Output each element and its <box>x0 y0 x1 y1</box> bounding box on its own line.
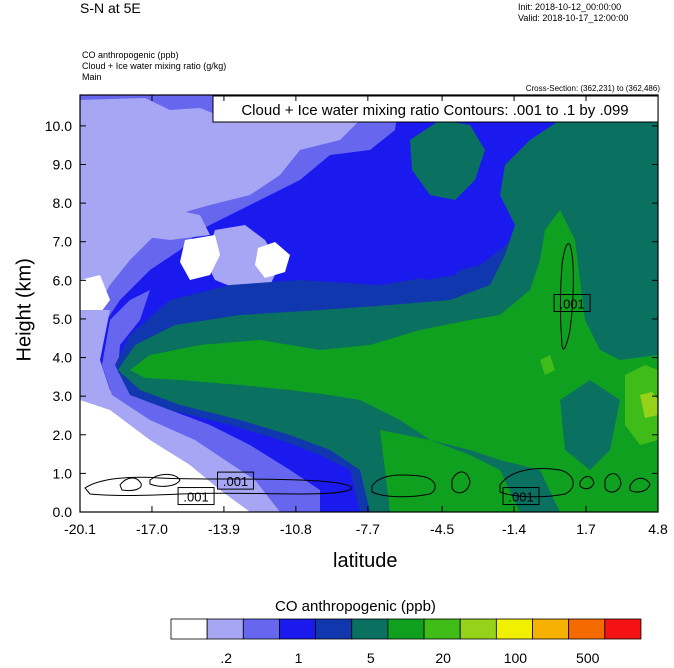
plot-frame <box>79 94 659 513</box>
field-band-teal-upper <box>410 120 485 200</box>
colorbar-swatch <box>315 618 353 640</box>
field-band-lower-left-medium <box>102 290 320 512</box>
x-tick-label: -10.8 <box>280 521 312 537</box>
y-tick-label: 9.0 <box>53 157 73 173</box>
field-band-blue-hole <box>395 205 475 280</box>
y-tick-label: 4.0 <box>53 350 73 366</box>
field-band-green <box>130 210 658 512</box>
y-tick-label: 2.0 <box>53 427 73 443</box>
x-tick-label: 1.7 <box>576 521 596 537</box>
contour-label-box <box>177 487 215 506</box>
contour-label-box <box>217 471 255 490</box>
plot-title-box <box>212 95 659 123</box>
contour-label-box <box>502 487 540 506</box>
cloud-contour-low-mid-2 <box>451 471 471 494</box>
x-tick-label: -4.5 <box>430 521 454 537</box>
field-band-teal-inner <box>560 380 620 470</box>
field-band-white-2 <box>255 242 290 278</box>
colorbar-swatch <box>279 618 317 640</box>
colorbar-swatch <box>495 618 533 640</box>
field-description: CO anthropogenic (ppb) Cloud + Ice water… <box>82 50 226 83</box>
y-axis-ticks: 0.0 1.0 2.0 3.0 4.0 5.0 6.0 7.0 8.0 9.0 10.0 <box>45 118 658 520</box>
field-band-bright-green <box>625 365 658 445</box>
cloud-contour-low-left-2 <box>119 477 142 491</box>
colorbar-swatch <box>568 618 606 640</box>
x-tick-label: 4.8 <box>648 521 668 537</box>
y-tick-label: 8.0 <box>53 195 73 211</box>
colorbar-tick-label: 1 <box>295 650 303 666</box>
contour-labels: .001 .001 .001 .001 <box>177 294 591 506</box>
colorbar-swatch <box>351 618 389 640</box>
cloud-contour-low-mid <box>371 474 436 498</box>
colorbar-title: CO anthropogenic (ppb) <box>275 598 436 615</box>
init-time: Init: 2018-10-12_00:00:00 <box>518 2 622 12</box>
cross-section-label: Cross-Section: (362,231) to (362,486) <box>525 84 660 93</box>
y-tick-label: 3.0 <box>53 388 73 404</box>
colorbar-tick-label: .2 <box>220 650 232 666</box>
field-band-white-1 <box>180 235 220 280</box>
cloud-contour-low-right-3 <box>604 473 622 493</box>
y-tick-label: 5.0 <box>53 311 73 327</box>
field-band-green-lower <box>380 430 520 512</box>
contour-label: .001 <box>177 487 215 506</box>
colorbar-swatch <box>459 618 497 640</box>
field-band-white-low <box>80 400 250 512</box>
plot-contour-title: Cloud + Ice water mixing ratio Contours:… <box>241 102 628 119</box>
colorbar-swatch <box>206 618 244 640</box>
contour-label-text: .001 <box>559 297 584 312</box>
colorbar: .2 1 5 20 100 500 <box>170 618 642 666</box>
field-line-2: Cloud + Ice water mixing ratio (g/kg) <box>82 61 227 71</box>
colorbar-tick-label: 100 <box>504 650 528 666</box>
x-axis-label: latitude <box>333 550 398 572</box>
x-tick-label: -13.9 <box>208 521 240 537</box>
heatmap-field <box>80 95 658 512</box>
field-band-light-violet-3 <box>90 205 210 240</box>
x-tick-label: -7.7 <box>356 521 380 537</box>
contour-label-text: .001 <box>508 490 533 505</box>
colorbar-swatch <box>387 618 425 640</box>
x-tick-label: -1.4 <box>502 521 526 537</box>
contour-label: .001 <box>502 487 540 506</box>
timestamp-block: Init: 2018-10-12_00:00:00 Valid: 2018-10… <box>518 2 628 24</box>
contour-label-box <box>553 294 591 312</box>
x-axis-ticks: -20.1 -17.0 -13.9 -10.8 -7.7 -4.5 -1.4 1.7 4.8 <box>64 95 668 537</box>
colorbar-swatch <box>170 618 208 640</box>
colorbar-swatch <box>532 618 570 640</box>
valid-time: Valid: 2018-10-17_12:00:00 <box>518 13 629 23</box>
contour-label-text: .001 <box>223 474 248 489</box>
colorbar-swatch <box>242 618 280 640</box>
field-line-1: CO anthropogenic (ppb) <box>82 50 179 60</box>
field-band-light-violet-2 <box>205 225 280 290</box>
y-tick-label: 6.0 <box>53 272 73 288</box>
cloud-contour-low-left-3 <box>149 473 181 487</box>
colorbar-tick-label: 20 <box>435 650 451 666</box>
cloud-contour-low-right-2 <box>579 476 595 490</box>
contour-label: .001 <box>553 294 591 312</box>
colorbar-tick-label: 500 <box>576 650 600 666</box>
y-tick-label: 10.0 <box>45 118 72 134</box>
y-tick-label: 7.0 <box>53 234 73 250</box>
y-tick-label: 1.0 <box>53 465 73 481</box>
field-line-3: Main <box>82 72 102 82</box>
plot-title: S-N at 5E <box>80 0 141 16</box>
colorbar-tick-label: 5 <box>367 650 375 666</box>
cloud-contour-upper <box>560 243 574 350</box>
contour-label: .001 <box>217 471 255 490</box>
colorbar-swatch <box>604 618 642 640</box>
colorbar-swatch <box>423 618 461 640</box>
cloud-contour-low-right <box>499 468 574 498</box>
cloud-contour-low-right-4 <box>629 477 651 493</box>
y-tick-label: 0.0 <box>53 504 73 520</box>
field-band-light-violet <box>80 98 360 340</box>
field-band-yellow-green <box>640 392 658 418</box>
x-tick-label: -17.0 <box>136 521 168 537</box>
x-tick-label: -20.1 <box>64 521 96 537</box>
field-band-bright-green-2 <box>540 355 555 375</box>
contour-label-text: .001 <box>183 490 208 505</box>
